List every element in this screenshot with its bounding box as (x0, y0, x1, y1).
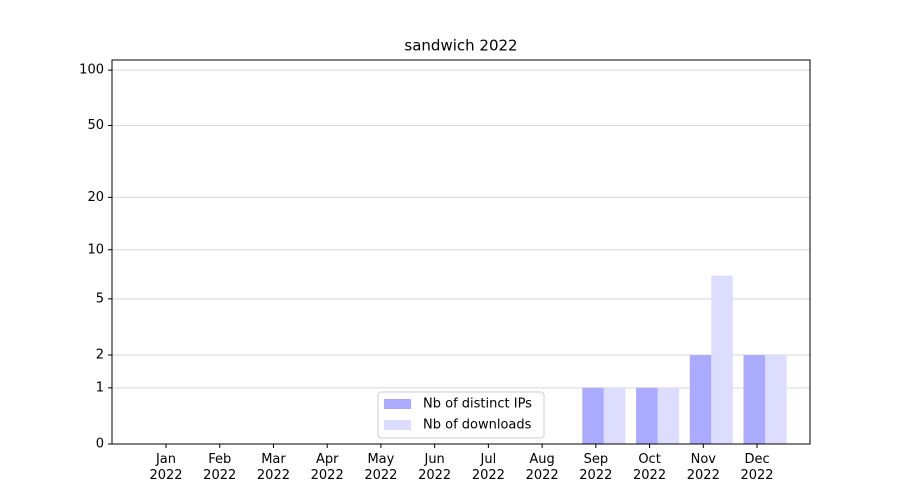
x-tick-label: Jan 2022 (149, 452, 183, 483)
y-tick-label: 1 (96, 380, 104, 395)
y-tick-label: 0 (96, 437, 104, 452)
x-tick-label: Feb 2022 (203, 452, 237, 483)
bar (765, 355, 787, 444)
y-tick-label: 5 (96, 291, 104, 306)
legend: Nb of distinct IPs Nb of downloads (377, 391, 545, 439)
bar (582, 387, 604, 444)
bar (603, 387, 626, 444)
x-tick-label: Sep 2022 (579, 452, 613, 483)
x-tick-label: Apr 2022 (310, 452, 344, 483)
x-tick-label: Mar 2022 (256, 452, 290, 483)
legend-label: Nb of downloads (423, 418, 532, 433)
x-tick-label: Aug 2022 (525, 452, 559, 483)
bar (657, 387, 680, 444)
chart-title: sandwich 2022 (404, 37, 517, 55)
y-tick-label: 2 (96, 348, 104, 363)
bar (711, 275, 733, 444)
y-tick-label: 10 (87, 242, 104, 257)
x-tick-label: May 2022 (364, 452, 398, 483)
legend-swatch (384, 399, 411, 409)
bar (636, 387, 658, 444)
legend-swatch (384, 420, 411, 430)
x-tick-label: Nov 2022 (686, 452, 720, 483)
y-tick-label: 100 (79, 63, 104, 78)
x-tick-label: Jun 2022 (418, 452, 452, 483)
x-tick-label: Oct 2022 (633, 452, 667, 483)
bar (743, 355, 766, 444)
plot-frame (111, 59, 811, 445)
legend-box (377, 391, 545, 439)
bar (689, 355, 712, 444)
y-tick-label: 50 (87, 118, 104, 133)
x-tick-label: Jul 2022 (471, 452, 505, 483)
y-tick-label: 20 (87, 190, 104, 205)
x-tick-label: Dec 2022 (740, 452, 774, 483)
legend-label: Nb of distinct IPs (423, 397, 532, 412)
